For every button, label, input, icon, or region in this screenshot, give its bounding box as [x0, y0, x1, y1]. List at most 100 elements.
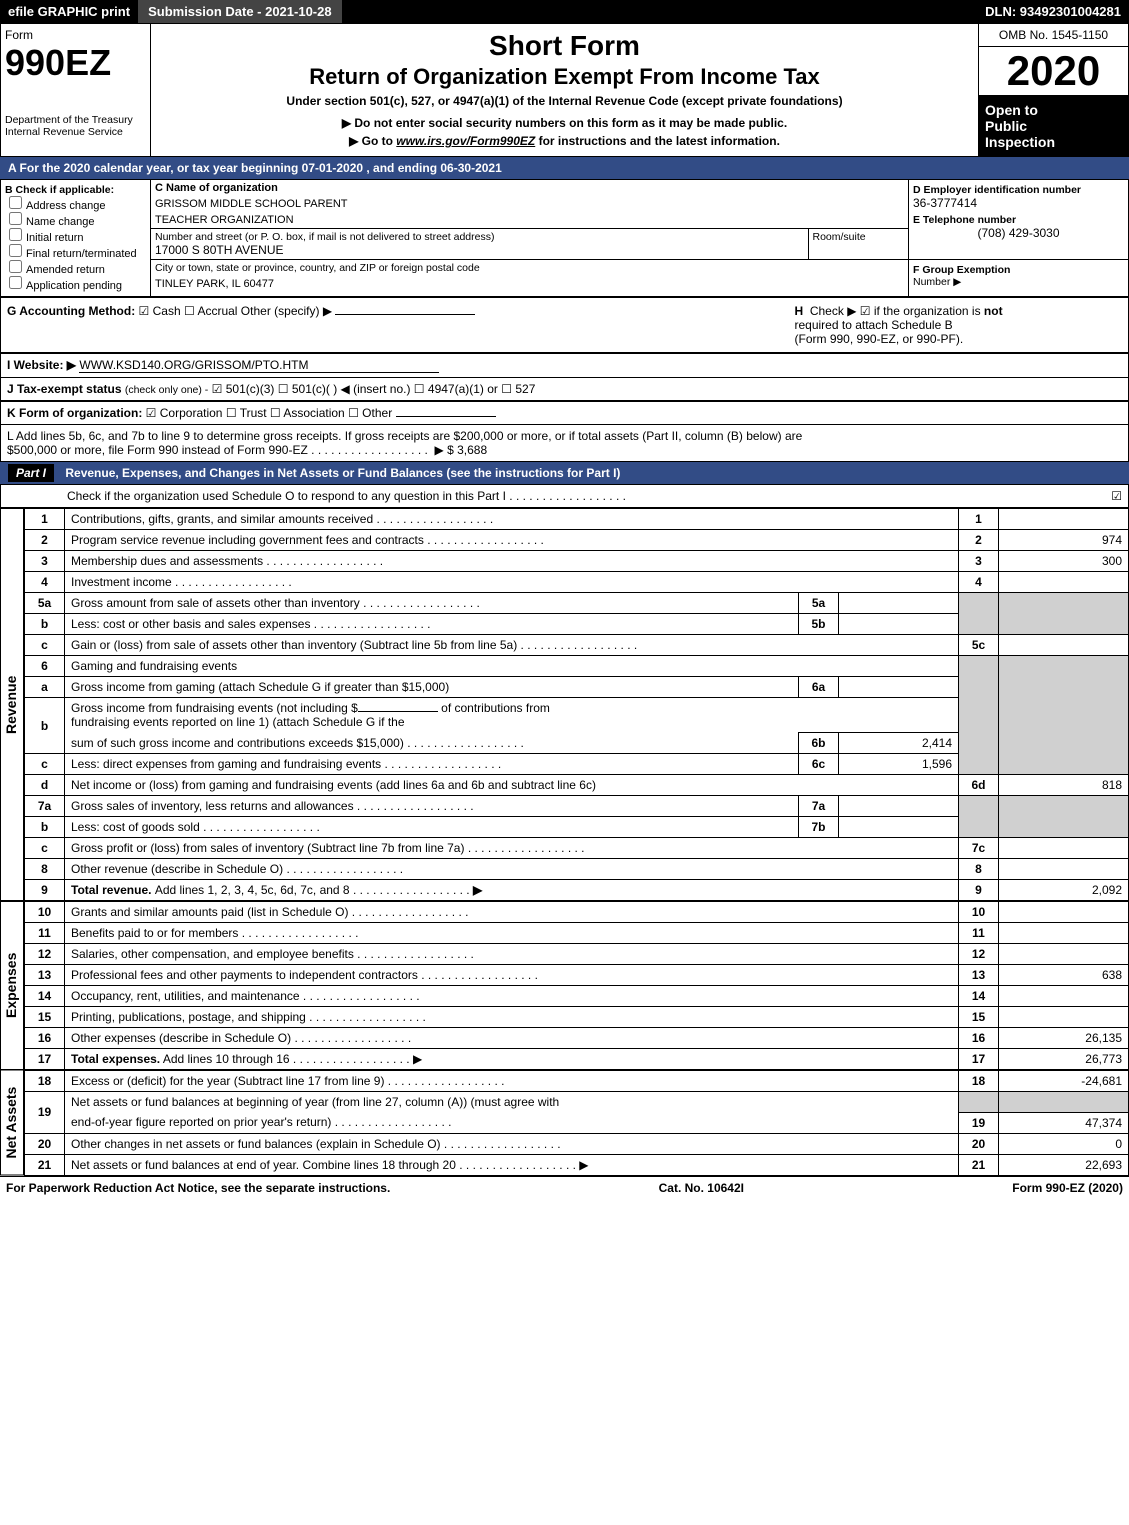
- irs: Internal Revenue Service: [5, 126, 146, 138]
- line-14: 14Occupancy, rent, utilities, and mainte…: [25, 986, 1129, 1007]
- revenue-label: Revenue: [0, 508, 24, 901]
- part-i-title: Revenue, Expenses, and Changes in Net As…: [65, 466, 620, 480]
- line-4: 4Investment income4: [25, 572, 1129, 593]
- form-ref: Form 990-EZ (2020): [1012, 1181, 1123, 1195]
- other-method-input[interactable]: [335, 314, 475, 315]
- goto-link-line: ▶ Go to www.irs.gov/Form990EZ for instru…: [161, 134, 968, 148]
- c-label: C Name of organization: [151, 180, 908, 196]
- addr-block: B Check if applicable: Address change Na…: [0, 179, 1129, 297]
- check-if-applicable: B Check if applicable:: [5, 184, 146, 196]
- line-15: 15Printing, publications, postage, and s…: [25, 1007, 1129, 1028]
- 501c-check[interactable]: 501(c)( ) ◀ (insert no.): [278, 382, 411, 396]
- street: 17000 S 80TH AVENUE: [155, 243, 804, 257]
- i-j-block: I Website: ▶ WWW.KSD140.ORG/GRISSOM/PTO.…: [0, 353, 1129, 401]
- paperwork-notice: For Paperwork Reduction Act Notice, see …: [6, 1181, 390, 1195]
- line-7a: 7aGross sales of inventory, less returns…: [25, 796, 1129, 817]
- line-8: 8Other revenue (describe in Schedule O)8: [25, 859, 1129, 880]
- schedule-o-check[interactable]: [1111, 489, 1122, 503]
- title-cell: Short Form Return of Organization Exempt…: [151, 24, 979, 157]
- k-l-block: K Form of organization: Corporation Trus…: [0, 401, 1129, 462]
- line-18: 18Excess or (deficit) for the year (Subt…: [25, 1071, 1129, 1092]
- part1-check-line: Check if the organization used Schedule …: [1, 485, 1129, 508]
- section-k: K Form of organization: Corporation Trus…: [1, 402, 1129, 425]
- city: TINLEY PARK, IL 60477: [151, 276, 908, 292]
- final-return[interactable]: Final return/terminated: [5, 244, 146, 260]
- no-ssn: ▶ Do not enter social security numbers o…: [161, 116, 968, 130]
- corp-check[interactable]: Corporation: [146, 406, 223, 420]
- city-label: City or town, state or province, country…: [151, 260, 908, 276]
- return-line: Return of Organization Exempt From Incom…: [161, 64, 968, 90]
- line-12: 12Salaries, other compensation, and empl…: [25, 944, 1129, 965]
- line-19b: end-of-year figure reported on prior yea…: [25, 1112, 1129, 1133]
- app-pending[interactable]: Application pending: [5, 276, 146, 292]
- header-table: Form 990EZ Department of the Treasury In…: [0, 23, 1129, 157]
- section-b: B Check if applicable: Address change Na…: [1, 180, 151, 297]
- section-d-e: D Employer identification number 36-3777…: [909, 180, 1129, 260]
- 501c3-check[interactable]: 501(c)(3): [212, 382, 275, 396]
- form-cell: Form 990EZ Department of the Treasury In…: [1, 24, 151, 157]
- section-j: J Tax-exempt status (check only one) - 5…: [1, 378, 1129, 401]
- section-i: I Website: ▶ WWW.KSD140.ORG/GRISSOM/PTO.…: [1, 354, 1129, 378]
- line-5c: cGain or (loss) from sale of assets othe…: [25, 635, 1129, 656]
- line-7c: cGross profit or (loss) from sales of in…: [25, 838, 1129, 859]
- short-form: Short Form: [161, 30, 968, 62]
- form-number: 990EZ: [5, 42, 146, 84]
- street-label: Number and street (or P. O. box, if mail…: [155, 231, 804, 243]
- netassets-label: Net Assets: [0, 1070, 24, 1176]
- org-name-2: TEACHER ORGANIZATION: [151, 212, 908, 228]
- amended-return[interactable]: Amended return: [5, 260, 146, 276]
- assoc-check[interactable]: Association: [270, 406, 345, 420]
- cash-check[interactable]: Cash: [139, 304, 181, 318]
- netassets-table: 18Excess or (deficit) for the year (Subt…: [24, 1070, 1129, 1176]
- section-g: G Accounting Method: Cash Accrual Other …: [1, 298, 789, 353]
- 6b-amount-input[interactable]: [358, 711, 438, 712]
- gross-receipts: ▶ $ 3,688: [435, 443, 488, 457]
- ein: 36-3777414: [913, 196, 1124, 210]
- submission-date: Submission Date - 2021-10-28: [138, 0, 342, 23]
- accrual-check[interactable]: Accrual: [184, 304, 237, 318]
- line-20: 20Other changes in net assets or fund ba…: [25, 1133, 1129, 1154]
- other-org-check[interactable]: Other: [348, 406, 392, 420]
- initial-return[interactable]: Initial return: [5, 228, 146, 244]
- line-6: 6Gaming and fundraising events: [25, 656, 1129, 677]
- addr-change[interactable]: Address change: [5, 196, 146, 212]
- form-word: Form: [5, 28, 146, 42]
- phone: (708) 429-3030: [913, 226, 1124, 240]
- line-21: 21Net assets or fund balances at end of …: [25, 1154, 1129, 1175]
- dept: Department of the Treasury: [5, 114, 146, 126]
- cat-no: Cat. No. 10642I: [659, 1181, 744, 1195]
- line-11: 11Benefits paid to or for members11: [25, 923, 1129, 944]
- under-section: Under section 501(c), 527, or 4947(a)(1)…: [161, 94, 968, 108]
- trust-check[interactable]: Trust: [226, 406, 267, 420]
- line-6d: dNet income or (loss) from gaming and fu…: [25, 775, 1129, 796]
- omb-no: OMB No. 1545-1150: [979, 24, 1128, 47]
- org-name-1: GRISSOM MIDDLE SCHOOL PARENT: [151, 196, 908, 212]
- line-10: 10Grants and similar amounts paid (list …: [25, 902, 1129, 923]
- right-cell: OMB No. 1545-1150 2020: [979, 24, 1129, 96]
- revenue-wrap: Revenue 1Contributions, gifts, grants, a…: [0, 508, 1129, 901]
- line-3: 3Membership dues and assessments3300: [25, 551, 1129, 572]
- section-f: F Group Exemption Number ▶: [909, 260, 1129, 297]
- line-17: 17Total expenses. Add lines 10 through 1…: [25, 1049, 1129, 1070]
- public-inspection: Open to Public Inspection: [979, 96, 1129, 157]
- section-h: H Check ▶ ☑ if the organization is not r…: [789, 298, 1129, 353]
- 4947a1-check[interactable]: 4947(a)(1) or: [414, 382, 498, 396]
- line-9: 9Total revenue. Add lines 1, 2, 3, 4, 5c…: [25, 880, 1129, 901]
- footer: For Paperwork Reduction Act Notice, see …: [0, 1176, 1129, 1199]
- other-org-input[interactable]: [396, 416, 496, 417]
- section-l: L Add lines 5b, 6c, and 7b to line 9 to …: [1, 425, 1129, 462]
- line-19a: 19Net assets or fund balances at beginni…: [25, 1092, 1129, 1113]
- room-label: Room/suite: [813, 231, 905, 243]
- name-change[interactable]: Name change: [5, 212, 146, 228]
- line-1: 1Contributions, gifts, grants, and simil…: [25, 509, 1129, 530]
- expenses-table: 10Grants and similar amounts paid (list …: [24, 901, 1129, 1070]
- expenses-label: Expenses: [0, 901, 24, 1070]
- website-url[interactable]: WWW.KSD140.ORG/GRISSOM/PTO.HTM: [79, 358, 439, 373]
- efile-label[interactable]: efile GRAPHIC print: [0, 0, 138, 23]
- 527-check[interactable]: 527: [501, 382, 535, 396]
- irs-link[interactable]: www.irs.gov/Form990EZ: [396, 134, 535, 148]
- g-h-block: G Accounting Method: Cash Accrual Other …: [0, 297, 1129, 353]
- revenue-table: 1Contributions, gifts, grants, and simil…: [24, 508, 1129, 901]
- tax-year: 2020: [979, 47, 1128, 95]
- f-label: F Group Exemption: [913, 264, 1124, 276]
